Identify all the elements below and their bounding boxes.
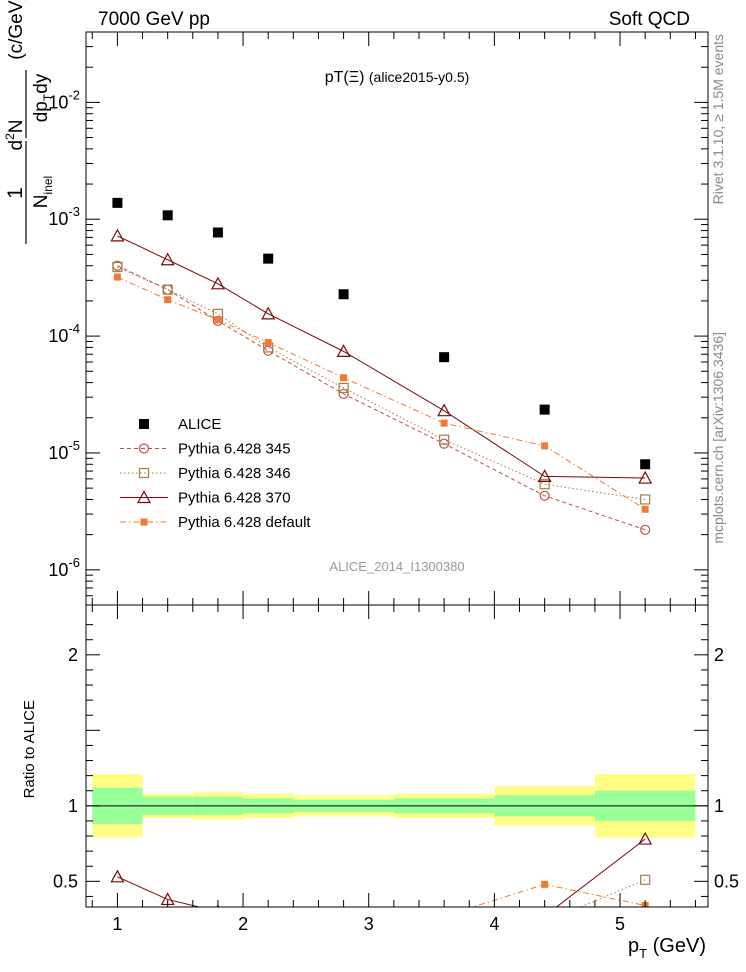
- legend-label: ALICE: [178, 416, 221, 433]
- ratio-point: [638, 831, 653, 845]
- data-point: [541, 442, 549, 450]
- data-point: [338, 289, 349, 300]
- main-series-line: [117, 265, 646, 531]
- ratio-y-axis-label: Ratio to ALICE: [21, 700, 38, 798]
- data-point: [210, 276, 225, 290]
- x-tick-label: 1: [112, 914, 122, 934]
- data-point: [338, 382, 349, 394]
- legend-entry: Pythia 6.428 370: [120, 490, 291, 507]
- ratio-uncertainty-bands: [92, 774, 696, 838]
- data-point: [439, 352, 450, 363]
- x-tick-label: 3: [364, 914, 374, 934]
- mcplots-label: mcplots.cern.ch [arXiv:1306.3436]: [710, 332, 726, 544]
- data-point: [539, 404, 550, 415]
- y-tick-label: 10-6: [48, 555, 80, 580]
- data-point: [214, 316, 222, 324]
- data-point: [437, 403, 452, 417]
- header-right: Soft QCD: [609, 9, 690, 30]
- main-y-ticks: 10-6 10-5 10-4 10-3 10-2: [48, 31, 708, 606]
- data-point: [261, 306, 276, 320]
- y-tick-label: 10-3: [48, 204, 80, 229]
- header-left: 7000 GeV pp: [98, 9, 210, 30]
- legend-marker: [138, 443, 150, 454]
- main-series-markers: [110, 197, 653, 535]
- svg-text:(c/GeV): (c/GeV): [6, 0, 27, 60]
- data-point: [638, 470, 653, 484]
- data-point: [640, 459, 651, 470]
- ratio-y-tick-label-right: 2: [714, 645, 724, 665]
- ratio-point: [640, 874, 651, 885]
- ratio-y-tick-label-right: 0.5: [714, 871, 739, 891]
- main-series-line: [117, 266, 646, 500]
- main-chart-title: pT(Ξ) (alice2015-y0.5): [325, 69, 470, 86]
- ratio-y-tick-label-right: 1: [714, 796, 724, 816]
- data-point: [160, 252, 175, 266]
- ratio-point: [541, 880, 549, 888]
- data-point: [641, 505, 649, 513]
- legend-marker: [139, 419, 149, 429]
- data-point: [264, 339, 272, 347]
- ratio-point: [110, 869, 125, 883]
- data-point: [112, 261, 123, 273]
- y-tick-label: 10-4: [48, 321, 80, 346]
- data-point: [440, 419, 448, 427]
- data-point: [113, 273, 121, 281]
- legend-entry: Pythia 6.428 default: [120, 514, 311, 531]
- legend-label: Pythia 6.428 345: [178, 441, 291, 458]
- data-point: [338, 388, 349, 400]
- data-point: [539, 490, 550, 501]
- legend-marker: [136, 490, 152, 504]
- ratio-x-ticks: 1 2 3 4 5: [91, 605, 696, 934]
- main-series-line: [117, 276, 646, 510]
- data-point: [640, 494, 651, 505]
- data-point: [537, 469, 552, 483]
- ratio-frame: [85, 604, 709, 908]
- ratio-plot-panel: 0.5 0.5 1 1 2 2 1 2 3 4 5 Ratio to ALICE pT (GeV): [21, 604, 739, 961]
- y-tick-label: 10-2: [48, 87, 80, 112]
- ratio-y-tick-label: 0.5: [53, 871, 78, 891]
- ratio-y-tick-label: 2: [68, 645, 78, 665]
- ratio-series-lines: [117, 838, 646, 907]
- ratio-series-line: [117, 838, 646, 907]
- legend-entry: Pythia 6.428 345: [120, 441, 291, 458]
- legend-label: Pythia 6.428 default: [178, 514, 311, 531]
- data-point: [640, 524, 651, 535]
- data-point: [212, 227, 223, 238]
- main-series-line: [117, 235, 646, 479]
- watermark: ALICE_2014_I1300380: [329, 559, 464, 574]
- ratio-y-tick-label: 1: [68, 796, 78, 816]
- rivet-label: Rivet 3.1.10, ≥ 1.5M events: [710, 34, 726, 204]
- legend-entry: ALICE: [139, 416, 221, 433]
- ratio-y-ticks: 0.5 0.5 1 1 2 2: [53, 624, 739, 897]
- data-point: [164, 296, 172, 304]
- x-tick-label: 2: [238, 914, 248, 934]
- legend: ALICE Pythia 6.428 345 Pythia 6.428 346 Pyt…: [120, 416, 311, 531]
- data-point: [263, 253, 274, 264]
- data-point: [162, 210, 173, 221]
- data-point: [112, 197, 123, 208]
- x-tick-label: 4: [489, 914, 499, 934]
- legend-marker: [138, 467, 150, 479]
- legend-entry: Pythia 6.428 346: [120, 465, 291, 482]
- main-series-lines: [117, 235, 646, 531]
- data-point: [539, 479, 550, 490]
- svg-text:1: 1: [4, 187, 27, 199]
- y-tick-label: 10-5: [48, 438, 80, 463]
- x-axis-label: pT (GeV): [628, 935, 706, 961]
- data-point: [162, 284, 173, 295]
- data-point: [110, 228, 125, 242]
- x-tick-label: 5: [615, 914, 625, 934]
- main-x-ticks: [91, 32, 696, 605]
- legend-label: Pythia 6.428 346: [178, 465, 291, 482]
- data-point: [439, 434, 450, 445]
- legend-marker: [140, 518, 148, 526]
- legend-label: Pythia 6.428 370: [178, 490, 291, 507]
- data-point: [340, 374, 348, 382]
- data-point: [336, 344, 351, 357]
